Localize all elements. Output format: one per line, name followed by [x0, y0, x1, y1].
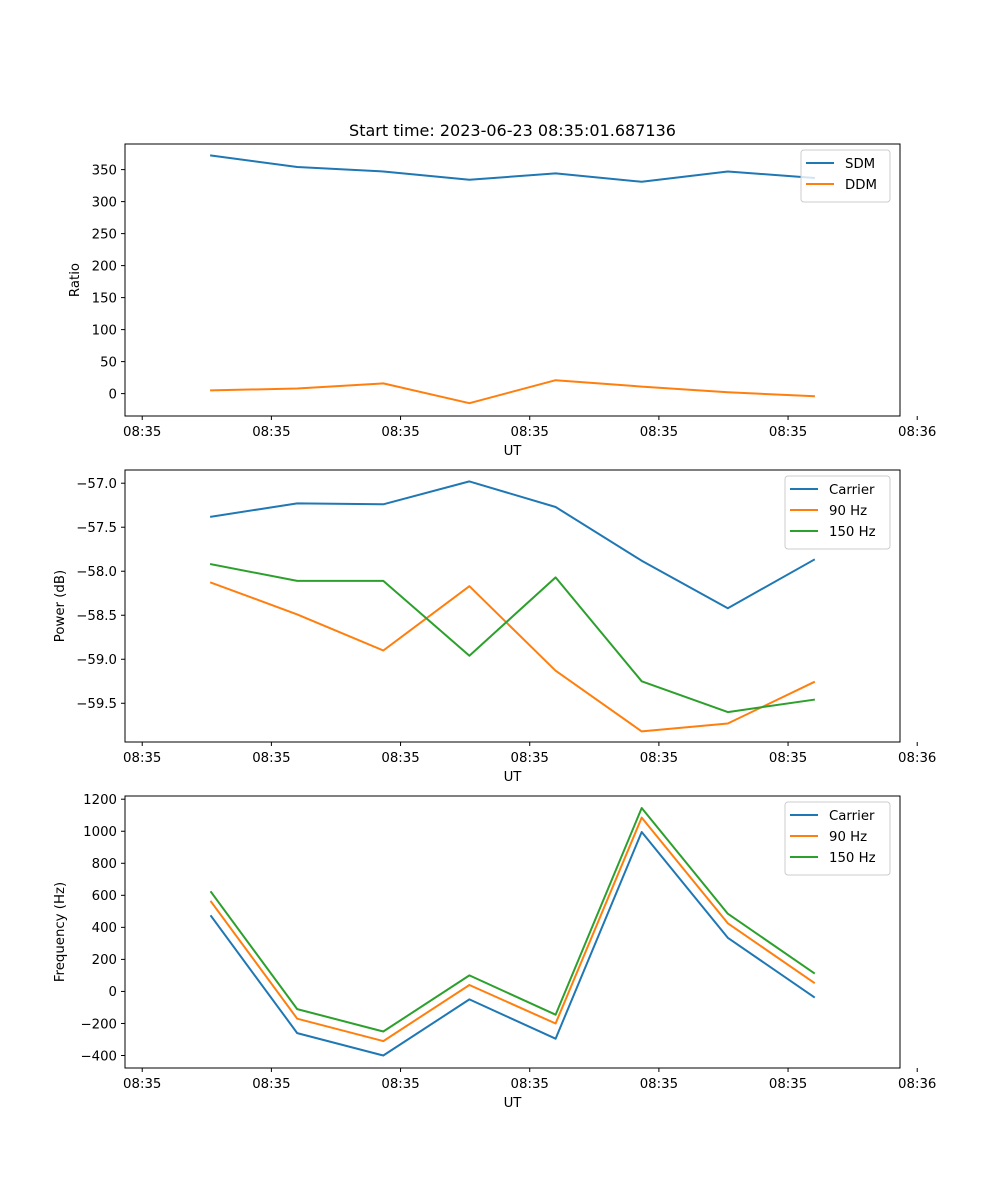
y-tick-label: 150: [92, 291, 117, 306]
legend-label: Carrier: [829, 809, 875, 824]
x-tick-label: 08:35: [381, 751, 419, 766]
y-tick-label: −57.0: [76, 477, 117, 492]
legend-label: DDM: [845, 178, 877, 193]
axes-frame: [124, 795, 901, 1069]
legend: Carrier 90 Hz 150 Hz: [784, 475, 891, 550]
series-line-150-hz: [209, 563, 816, 714]
y-tick-label: −200: [80, 1017, 117, 1032]
y-tick-label: 800: [92, 857, 117, 872]
series-line-90-hz: [209, 816, 816, 1043]
series-line-carrier: [209, 480, 816, 610]
x-tick-label: 08:35: [640, 751, 678, 766]
y-tick-label: 200: [92, 259, 117, 274]
y-tick-label: 50: [100, 355, 117, 370]
y-tick-label: −58.0: [76, 565, 117, 580]
y-tick-label: 300: [92, 195, 117, 210]
y-tick-label: −57.5: [76, 521, 117, 536]
series-line-sdm: [209, 154, 815, 183]
series-line-carrier: [209, 831, 816, 1057]
x-tick-label: 08:35: [511, 751, 549, 766]
y-tick-label: −59.0: [76, 653, 117, 668]
legend-label: 90 Hz: [829, 830, 867, 845]
x-tick-label: 08:35: [640, 1077, 678, 1092]
x-tick-label: 08:36: [898, 425, 936, 440]
x-tick-label: 08:35: [381, 1077, 419, 1092]
x-axis-label: UT: [504, 1096, 523, 1111]
y-tick-label: 400: [92, 921, 117, 936]
y-tick-label: −59.5: [76, 697, 117, 712]
legend-label: SDM: [845, 157, 875, 172]
x-tick-label: 08:36: [898, 1077, 936, 1092]
series-line-ddm: [210, 379, 815, 405]
x-tick-label: 08:35: [123, 751, 161, 766]
legend: SDM DDM: [800, 149, 891, 203]
y-tick-label: 350: [92, 163, 117, 178]
x-tick-label: 08:35: [511, 425, 549, 440]
x-tick-label: 08:35: [123, 1077, 161, 1092]
panel-frequency: 08:35 08:35 08:35 08:35 08:35 08:35 08:36 −400 −…: [53, 793, 936, 1111]
x-tick-label: 08:35: [769, 751, 807, 766]
panel-power: 08:35 08:35 08:35 08:35 08:35 08:35 08:36 −59.5…: [53, 469, 936, 785]
y-tick-label: −58.5: [76, 609, 117, 624]
x-tick-label: 08:35: [640, 425, 678, 440]
x-tick-label: 08:36: [898, 751, 936, 766]
legend-label: Carrier: [829, 483, 875, 498]
legend-label: 150 Hz: [829, 525, 876, 540]
series-line-150-hz: [209, 807, 816, 1033]
y-axis-label: Frequency (Hz): [53, 882, 68, 982]
x-axis-label: UT: [504, 444, 523, 459]
x-tick-label: 08:35: [252, 425, 290, 440]
y-tick-label: −400: [80, 1049, 117, 1064]
legend-label: 150 Hz: [829, 851, 876, 866]
x-tick-label: 08:35: [381, 425, 419, 440]
y-axis-label: Ratio: [68, 263, 83, 297]
axes-frame: [124, 143, 901, 417]
y-tick-label: 1200: [83, 793, 117, 808]
panel-ratio: 08:35 08:35 08:35 08:35 08:35 08:35 08:36 0 50 10…: [68, 143, 936, 459]
y-axis-label: Power (dB): [53, 570, 68, 642]
x-tick-label: 08:35: [769, 1077, 807, 1092]
figure-title: Start time: 2023-06-23 08:35:01.687136: [349, 121, 676, 140]
legend: Carrier 90 Hz 150 Hz: [784, 801, 891, 876]
x-axis-label: UT: [504, 770, 523, 785]
x-tick-label: 08:35: [252, 1077, 290, 1092]
y-tick-label: 200: [92, 953, 117, 968]
x-tick-label: 08:35: [769, 425, 807, 440]
x-tick-label: 08:35: [252, 751, 290, 766]
y-tick-label: 0: [109, 985, 117, 1000]
y-tick-label: 1000: [83, 825, 117, 840]
y-tick-label: 250: [92, 227, 117, 242]
x-tick-label: 08:35: [511, 1077, 549, 1092]
x-tick-label: 08:35: [123, 425, 161, 440]
y-tick-label: 600: [92, 889, 117, 904]
legend-label: 90 Hz: [829, 504, 867, 519]
y-tick-label: 100: [92, 323, 117, 338]
axes-frame: [124, 469, 901, 743]
series-line-90-hz: [209, 581, 816, 733]
y-tick-label: 0: [109, 387, 117, 402]
